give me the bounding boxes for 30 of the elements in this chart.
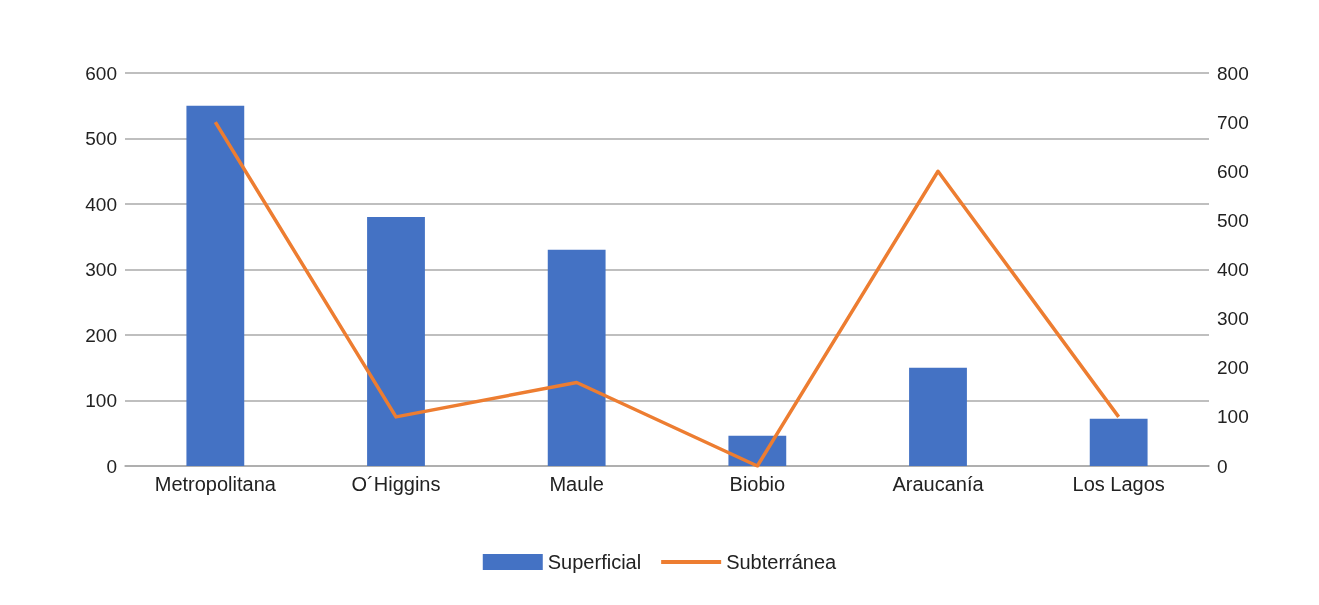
y2-tick-label: 100 bbox=[1217, 406, 1249, 428]
y2-tick-label: 600 bbox=[1217, 160, 1249, 182]
y2-tick-label: 400 bbox=[1217, 259, 1249, 280]
x-tick-label: O´Higgins bbox=[351, 473, 441, 495]
legend-label: Superficial bbox=[547, 551, 642, 573]
x-tick-label: Biobio bbox=[729, 473, 786, 495]
y-tick-label: 300 bbox=[85, 259, 117, 280]
legend-label: Subterránea bbox=[726, 551, 838, 573]
bar bbox=[547, 249, 606, 466]
y2-tick-label: 700 bbox=[1217, 111, 1249, 133]
y2-tick-label: 200 bbox=[1217, 357, 1249, 379]
x-tick-label: Araucanía bbox=[892, 473, 985, 495]
y-tick-label: 500 bbox=[85, 128, 117, 149]
x-tick-label: Maule bbox=[549, 473, 604, 495]
x-tick-label: Los Lagos bbox=[1072, 473, 1165, 495]
y2-tick-label: 300 bbox=[1217, 308, 1249, 330]
y2-tick-label: 500 bbox=[1217, 209, 1249, 231]
bar bbox=[186, 105, 245, 466]
bar bbox=[367, 217, 425, 466]
bar bbox=[909, 367, 967, 466]
line-series bbox=[213, 120, 1121, 468]
y-tick-label: 600 bbox=[85, 62, 117, 84]
y-tick-label: 0 bbox=[106, 455, 117, 477]
x-tick-label: Metropolitana bbox=[154, 473, 277, 495]
y2-tick-label: 800 bbox=[1217, 62, 1249, 84]
y-tick-label: 200 bbox=[85, 324, 117, 346]
y-tick-label: 100 bbox=[85, 390, 117, 411]
bar bbox=[1089, 418, 1148, 466]
y-tick-label: 400 bbox=[85, 193, 117, 215]
y2-tick-label: 0 bbox=[1217, 455, 1228, 477]
